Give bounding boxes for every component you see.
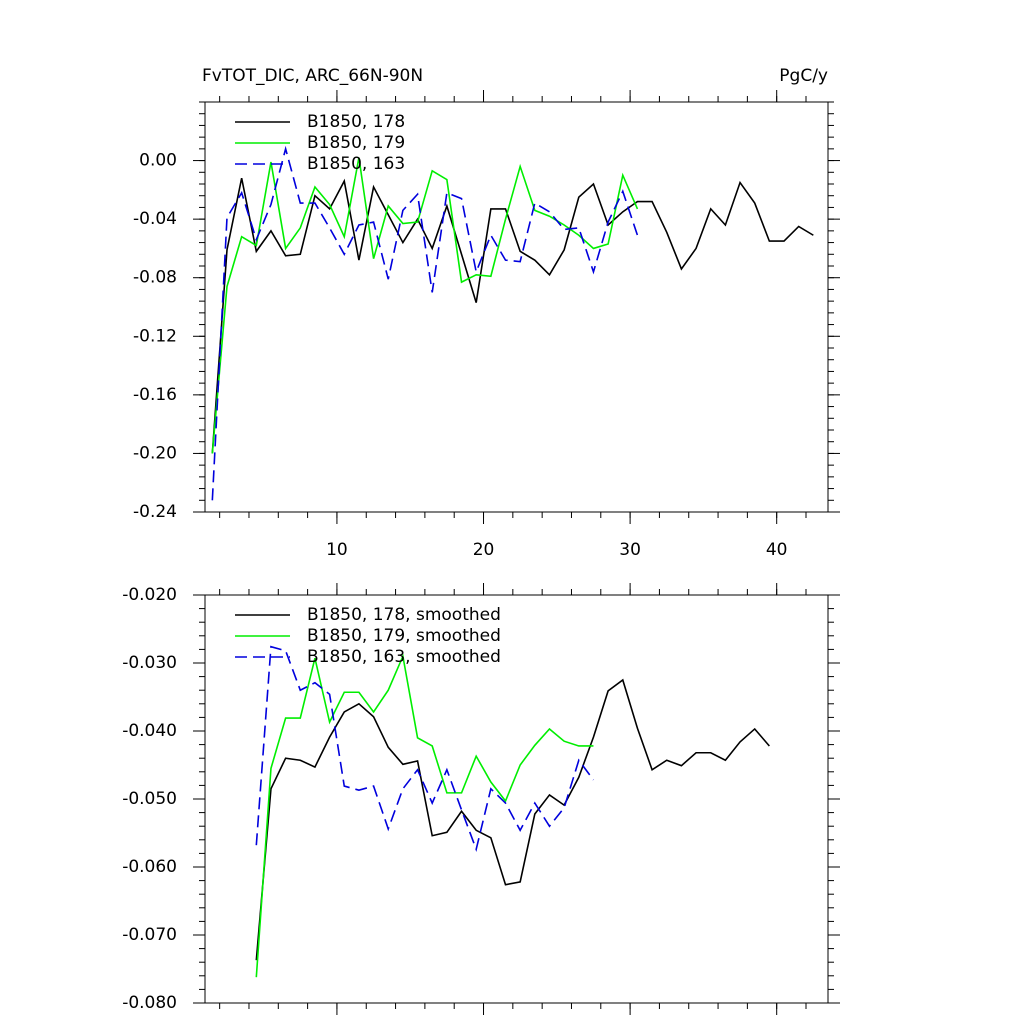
y-tick-label: -0.020 <box>122 585 177 605</box>
y-tick-label: -0.20 <box>133 443 177 463</box>
legend-label: B1850, 163 <box>307 154 405 174</box>
y-tick-label: -0.070 <box>122 925 177 945</box>
legend-label: B1850, 178 <box>307 112 405 132</box>
y-tick-label: -0.050 <box>122 789 177 809</box>
series-line <box>255 645 595 853</box>
series-line <box>211 145 639 501</box>
y-tick-label: -0.040 <box>122 721 177 741</box>
series-line <box>255 678 770 961</box>
y-tick-label: -0.060 <box>122 857 177 877</box>
legend-label: B1850, 179 <box>307 133 405 153</box>
series-line <box>211 157 639 454</box>
legend-label: B1850, 163, smoothed <box>307 647 501 667</box>
series-line <box>211 177 814 454</box>
plot-frame <box>204 101 829 513</box>
x-tick-label: 10 <box>326 540 348 560</box>
chart-title: FvTOT_DIC, ARC_66N-90N <box>202 66 423 86</box>
y-tick-label: -0.16 <box>133 385 177 405</box>
series-line <box>255 653 594 978</box>
y-tick-label: -0.030 <box>122 653 177 673</box>
legend-label: B1850, 178, smoothed <box>307 605 501 625</box>
y-tick-label: -0.04 <box>133 209 177 229</box>
y-tick-label: -0.24 <box>133 502 177 522</box>
y-tick-label: -0.12 <box>133 326 177 346</box>
y-tick-label: 0.00 <box>139 151 177 171</box>
plot-frame <box>204 594 829 1004</box>
y-tick-label: -0.080 <box>122 993 177 1013</box>
legend-label: B1850, 179, smoothed <box>307 626 501 646</box>
x-tick-label: 40 <box>766 540 788 560</box>
x-tick-label: 20 <box>473 540 495 560</box>
units-label: PgC/y <box>779 66 828 86</box>
x-tick-label: 30 <box>619 540 641 560</box>
y-tick-label: -0.08 <box>133 268 177 288</box>
